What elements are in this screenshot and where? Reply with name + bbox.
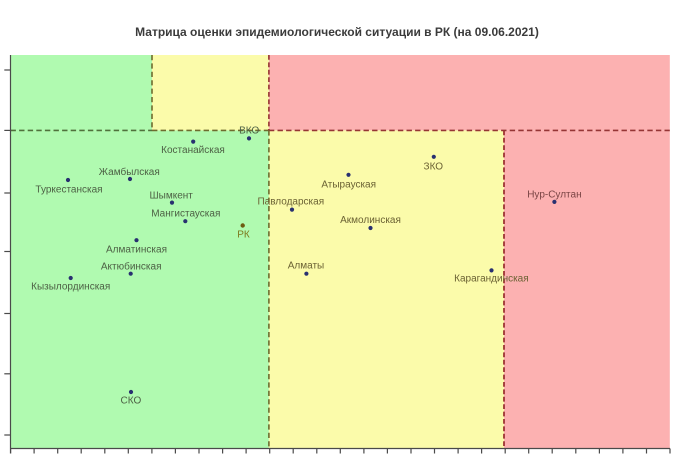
svg-text:Костанайская: Костанайская	[161, 145, 225, 156]
svg-text:Жамбылская: Жамбылская	[99, 166, 160, 178]
svg-text:ВКО: ВКО	[239, 126, 259, 137]
svg-text:Павлодарская: Павлодарская	[257, 196, 324, 207]
svg-text:ЗКО: ЗКО	[424, 162, 444, 173]
svg-text:Матрица оценки эпидемиологичес: Матрица оценки эпидемиологической ситуац…	[135, 25, 539, 39]
svg-text:Шымкент: Шымкент	[150, 191, 194, 202]
svg-text:Акмолинская: Акмолинская	[340, 215, 401, 226]
svg-text:РК: РК	[237, 230, 250, 241]
svg-text:Туркестанская: Туркестанская	[35, 185, 102, 196]
svg-text:СКО: СКО	[121, 396, 142, 407]
svg-text:Атырауская: Атырауская	[321, 180, 376, 191]
svg-text:Алматы: Алматы	[288, 260, 325, 271]
svg-text:Нур-Султан: Нур-Султан	[527, 189, 581, 200]
svg-text:Алматинская: Алматинская	[106, 244, 167, 255]
svg-text:Мангистауская: Мангистауская	[151, 208, 220, 219]
svg-text:Карагандинская: Карагандинская	[454, 274, 529, 285]
svg-text:Кызылординская: Кызылординская	[31, 281, 110, 292]
svg-text:Актюбинская: Актюбинская	[101, 260, 162, 272]
